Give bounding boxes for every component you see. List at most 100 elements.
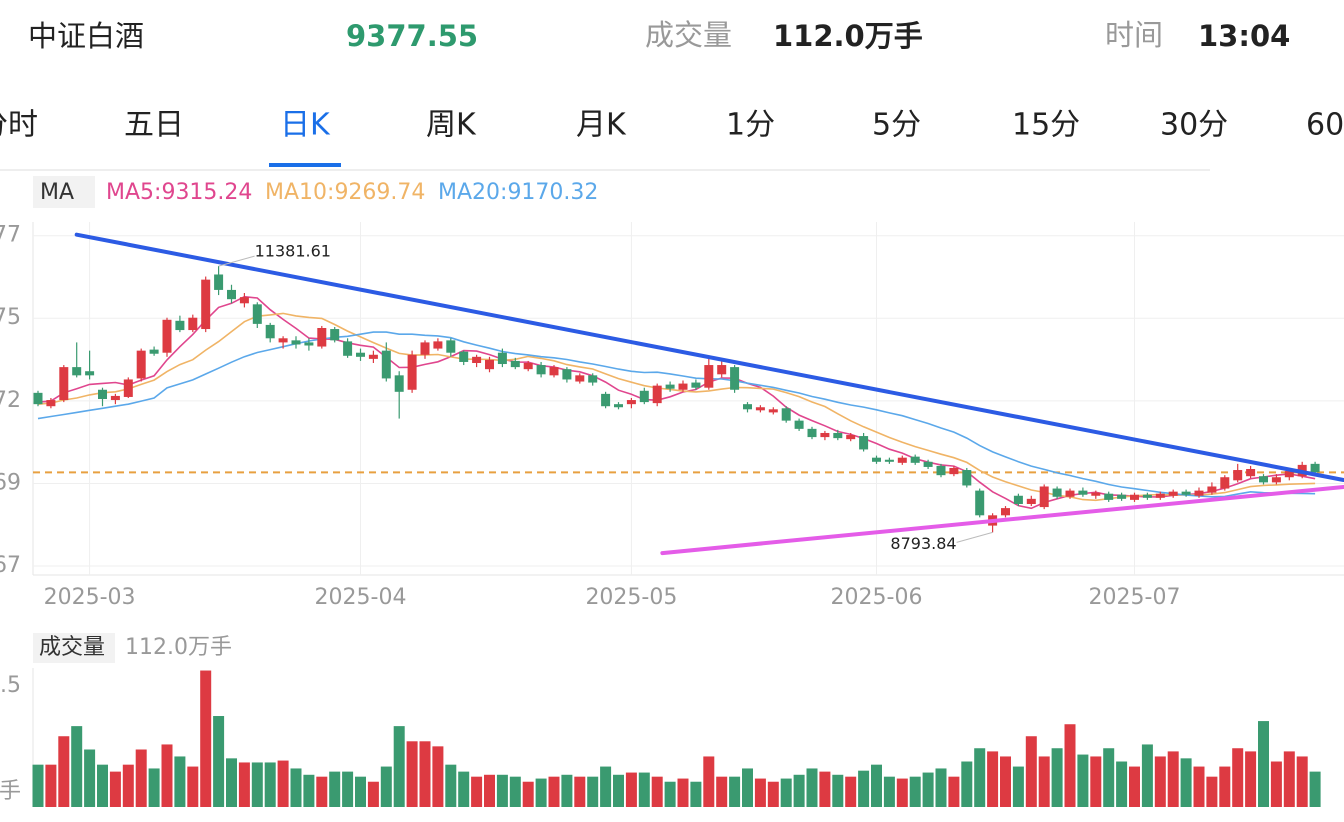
candle-body (743, 404, 752, 410)
legend-entry: MA20:9170.32 (438, 180, 598, 205)
candle-body (175, 320, 185, 331)
volume-bar (1141, 744, 1153, 807)
volume-bar (1180, 758, 1192, 807)
volume-bar (200, 670, 212, 807)
volume-bar (97, 764, 108, 807)
candle-body (523, 362, 533, 370)
candle-body (291, 340, 301, 345)
tab[interactable]: 5分 (872, 108, 921, 143)
candle-body (536, 365, 546, 375)
volume-bar (987, 751, 999, 807)
volume-bar (342, 771, 354, 807)
volume-bar (148, 768, 160, 807)
candle-body (910, 456, 920, 463)
volume-bar (1116, 761, 1128, 807)
tab[interactable]: 1分 (726, 108, 775, 143)
tab-underline (269, 163, 341, 167)
tab[interactable]: 周K (426, 108, 477, 143)
tab[interactable]: 30分 (1160, 108, 1228, 143)
candle-body (239, 297, 249, 304)
volume-bar (587, 776, 599, 807)
x-tick-label: 2025-07 (1089, 585, 1181, 610)
candle-body (343, 341, 353, 356)
volume-bar (845, 776, 857, 807)
candle-body (394, 375, 404, 392)
candle-body (149, 349, 159, 354)
volume-bar (1077, 754, 1089, 807)
candle-body (768, 409, 778, 413)
volume-axis-label: 万手 (0, 779, 21, 804)
volume-bar (1000, 756, 1011, 807)
volume-bar (1090, 756, 1102, 807)
tab[interactable]: 五日 (124, 108, 184, 143)
candle-body (652, 385, 662, 404)
volume-bar (1258, 721, 1269, 807)
candle-body (614, 404, 623, 408)
tab[interactable]: 60分 (1306, 108, 1344, 143)
volume-bar (484, 774, 495, 807)
candle-body (252, 304, 262, 324)
candle-body (575, 375, 585, 382)
volume-bar (1283, 751, 1295, 807)
volume-bar (1206, 776, 1218, 807)
candle-body (265, 324, 275, 339)
volume-bar (677, 778, 689, 807)
volume-bar (780, 778, 792, 807)
candle-body (562, 369, 572, 380)
candle-body (46, 400, 56, 407)
candle-body (420, 342, 430, 355)
candle-body (446, 340, 456, 353)
tab[interactable]: 分时 (0, 108, 38, 143)
volume-bar (613, 774, 624, 807)
time-label: 时间 (1105, 18, 1163, 52)
candle-body (691, 382, 701, 388)
candle-body (588, 375, 598, 383)
volume-bar (1270, 761, 1282, 807)
volume-box (33, 633, 115, 663)
volume-label: 成交量 (645, 18, 732, 52)
x-tick-label: 2025-04 (315, 585, 407, 610)
volume-bar (716, 776, 728, 807)
legend-entry: MA5:9315.24 (106, 180, 252, 205)
volume-bar (264, 762, 276, 807)
candle-body (949, 467, 959, 475)
volume-panel-label: 成交量 (39, 635, 105, 660)
tab-active[interactable]: 日K (280, 108, 331, 143)
tab[interactable]: 月K (576, 108, 627, 143)
volume-bar (303, 774, 315, 807)
volume-bar (1051, 748, 1063, 807)
candle-body (368, 354, 378, 359)
volume-bar (522, 781, 534, 807)
candle-body (717, 365, 727, 375)
candle-body (407, 354, 417, 390)
volume-bar (871, 764, 882, 807)
candle-body (1310, 463, 1320, 473)
candle-body (923, 461, 933, 467)
volume-bar (122, 764, 134, 807)
candle-body (1220, 477, 1230, 489)
candle-body (304, 342, 314, 346)
candle-body (510, 360, 520, 368)
volume-bar (71, 726, 83, 807)
tab[interactable]: 15分 (1012, 108, 1080, 143)
volume-bar (496, 774, 508, 807)
volume-bar (1232, 748, 1244, 807)
volume-bar (896, 778, 908, 807)
volume-bar (703, 756, 715, 807)
volume-bar (832, 774, 844, 807)
volume-bar (84, 749, 96, 807)
y-tick-label: 10072 (0, 388, 21, 413)
volume-bar (806, 768, 818, 807)
candle-body (1233, 470, 1243, 481)
candle-body (98, 389, 107, 400)
volume-bar (161, 744, 173, 807)
candle-body (833, 432, 843, 439)
candle-body (872, 457, 881, 462)
volume-bar (109, 771, 121, 807)
candle-body (1117, 494, 1127, 499)
candle-body (85, 371, 95, 376)
candle-body (317, 328, 327, 347)
candle-body (897, 457, 907, 463)
y-tick-label: 8467 (0, 553, 21, 578)
candle-body (330, 329, 340, 341)
